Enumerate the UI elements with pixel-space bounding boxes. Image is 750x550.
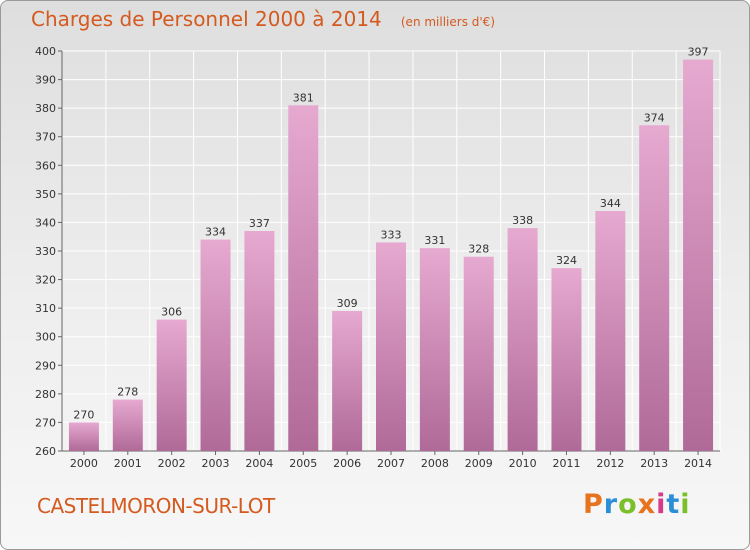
- x-tick-label-2012: 2012: [596, 457, 624, 470]
- y-tick-label: 270: [35, 416, 56, 429]
- data-label-2007: 333: [381, 228, 402, 241]
- bar-2010: [507, 228, 538, 451]
- bar-2002: [156, 319, 187, 451]
- data-label-2012: 344: [600, 197, 621, 210]
- proxiti-logo[interactable]: Proxiti: [583, 489, 691, 520]
- bar-2007: [376, 242, 406, 451]
- data-label-2009: 328: [468, 243, 489, 256]
- data-label-2000: 270: [73, 408, 94, 421]
- logo-letter: t: [666, 489, 681, 520]
- x-tick-label-2005: 2005: [289, 457, 317, 470]
- data-label-2002: 306: [161, 306, 182, 319]
- x-tick-label-2001: 2001: [114, 457, 142, 470]
- data-label-2011: 324: [556, 254, 577, 267]
- y-tick-label: 260: [35, 445, 56, 458]
- bars: [68, 59, 714, 452]
- y-tick-label: 380: [35, 102, 56, 115]
- bar-2000: [68, 422, 99, 451]
- data-label-2003: 334: [205, 226, 226, 239]
- data-label-2014: 397: [688, 46, 709, 59]
- logo-letter: o: [618, 489, 638, 520]
- bar-2009: [463, 256, 494, 451]
- logo-letter: i: [656, 489, 667, 520]
- y-tick-label: 310: [35, 302, 56, 315]
- data-label-2006: 309: [337, 297, 358, 310]
- x-tick-label-2004: 2004: [245, 457, 273, 470]
- chart-title: Charges de Personnel 2000 à 2014: [31, 7, 382, 31]
- y-tick-label: 340: [35, 216, 56, 229]
- data-label-2008: 331: [424, 234, 445, 247]
- logo-letter: P: [583, 489, 604, 520]
- y-tick-label: 350: [35, 188, 56, 201]
- y-tick-label: 390: [35, 74, 56, 87]
- x-tick-label-2000: 2000: [70, 457, 98, 470]
- bar-2013: [639, 125, 670, 452]
- bar-2011: [551, 268, 582, 451]
- y-tick-label: 330: [35, 245, 56, 258]
- x-tick-label-2013: 2013: [640, 457, 668, 470]
- x-tick-label-2011: 2011: [552, 457, 580, 470]
- bar-2004: [244, 231, 275, 451]
- y-tick-label: 300: [35, 331, 56, 344]
- data-label-2010: 338: [512, 214, 533, 227]
- logo-letter: i: [680, 489, 691, 520]
- data-label-2001: 278: [117, 386, 138, 399]
- x-tick-label-2008: 2008: [421, 457, 449, 470]
- x-tick-label-2002: 2002: [158, 457, 186, 470]
- y-tick-label: 320: [35, 274, 56, 287]
- x-tick-label-2006: 2006: [333, 457, 361, 470]
- bar-2001: [112, 399, 143, 451]
- bar-2014: [683, 59, 714, 451]
- title-row: Charges de Personnel 2000 à 2014 (en mil…: [31, 7, 495, 31]
- y-tick-label: 400: [35, 45, 56, 58]
- bar-2005: [288, 105, 319, 452]
- x-tick-label-2007: 2007: [377, 457, 405, 470]
- x-tick-label-2014: 2014: [684, 457, 712, 470]
- data-label-2013: 374: [644, 111, 665, 124]
- data-label-2004: 337: [249, 217, 270, 230]
- bar-2006: [332, 311, 363, 451]
- logo-letter: r: [603, 489, 619, 520]
- data-labels: 270 278 306 334 337 381 309 333 331 328 338 324 344 3…: [73, 46, 708, 422]
- y-tick-label: 280: [35, 388, 56, 401]
- bar-2003: [200, 239, 231, 451]
- x-tick-label-2010: 2010: [509, 457, 537, 470]
- logo-letter: x: [637, 489, 657, 520]
- y-tick-label: 290: [35, 359, 56, 372]
- y-tick-label: 370: [35, 131, 56, 144]
- data-label-2005: 381: [293, 91, 314, 104]
- commune-name: CASTELMORON-SUR-LOT: [37, 494, 275, 518]
- bar-2012: [595, 211, 626, 451]
- bar-2008: [419, 248, 450, 451]
- x-tick-label-2003: 2003: [202, 457, 230, 470]
- y-tick-label: 360: [35, 159, 56, 172]
- x-tick-label-2009: 2009: [465, 457, 493, 470]
- chart-subtitle: (en milliers d'€): [400, 15, 495, 29]
